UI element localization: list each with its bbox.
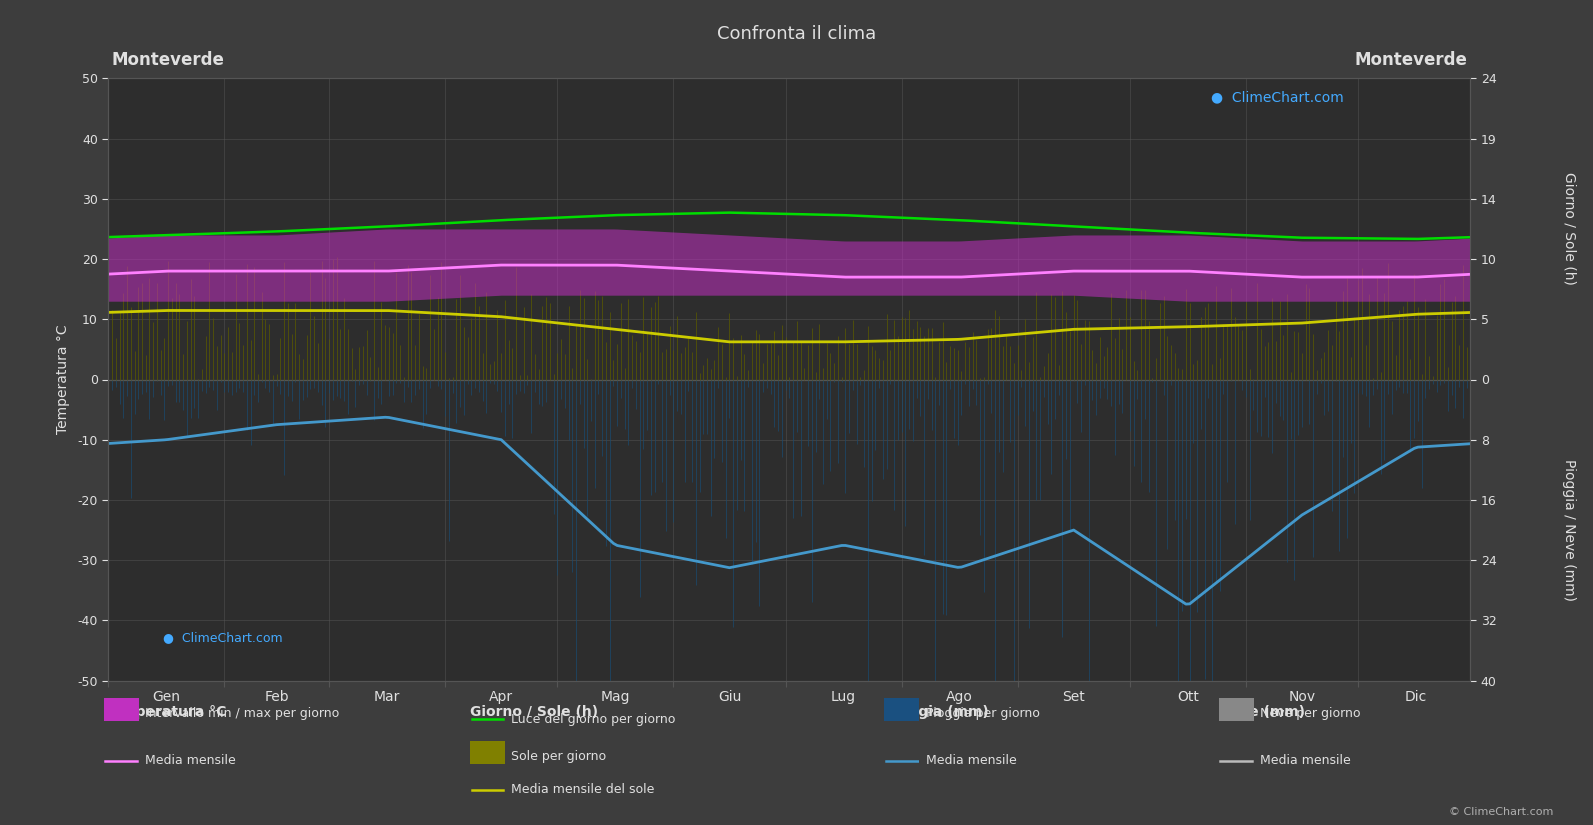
Text: Pioggia (mm): Pioggia (mm) <box>884 705 989 719</box>
Text: Temperatura °C: Temperatura °C <box>104 705 226 719</box>
Text: Media mensile: Media mensile <box>1260 754 1351 767</box>
Text: Luce del giorno per giorno: Luce del giorno per giorno <box>511 713 675 726</box>
Text: Sole per giorno: Sole per giorno <box>511 750 607 763</box>
Text: Giorno / Sole (h): Giorno / Sole (h) <box>470 705 597 719</box>
Text: Intervallo min / max per giorno: Intervallo min / max per giorno <box>145 707 339 720</box>
Y-axis label: Temperatura °C: Temperatura °C <box>56 325 70 434</box>
Text: Pioggia / Neve (mm): Pioggia / Neve (mm) <box>1563 459 1575 601</box>
Text: Neve (mm): Neve (mm) <box>1219 705 1305 719</box>
Text: Monteverde: Monteverde <box>112 51 225 69</box>
Text: ●  ClimeChart.com: ● ClimeChart.com <box>1211 91 1343 105</box>
Text: Giorno / Sole (h): Giorno / Sole (h) <box>1563 172 1575 285</box>
Text: Monteverde: Monteverde <box>1354 51 1467 69</box>
Text: © ClimeChart.com: © ClimeChart.com <box>1448 807 1553 817</box>
Text: Confronta il clima: Confronta il clima <box>717 25 876 43</box>
Text: Media mensile del sole: Media mensile del sole <box>511 783 655 796</box>
Text: Neve per giorno: Neve per giorno <box>1260 707 1360 720</box>
Text: Media mensile: Media mensile <box>145 754 236 767</box>
Text: Media mensile: Media mensile <box>926 754 1016 767</box>
Text: Pioggia per giorno: Pioggia per giorno <box>926 707 1039 720</box>
Text: ●  ClimeChart.com: ● ClimeChart.com <box>162 631 282 644</box>
